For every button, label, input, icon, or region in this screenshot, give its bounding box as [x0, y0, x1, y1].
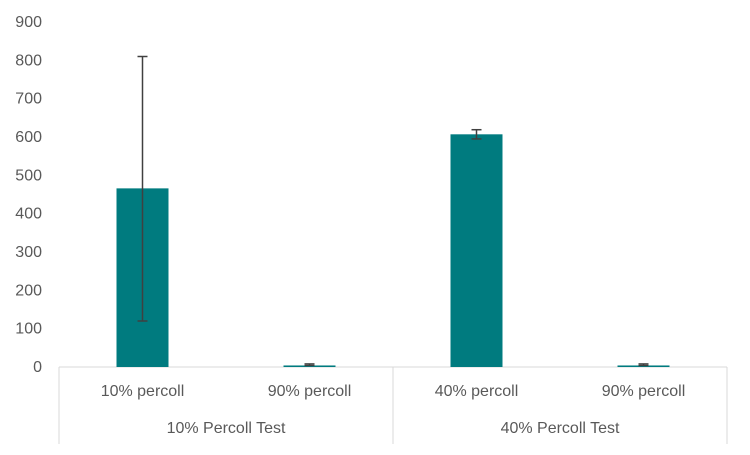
- group-label: 40% Percoll Test: [501, 420, 620, 437]
- y-tick-label: 300: [15, 244, 42, 261]
- y-tick-label: 500: [15, 167, 42, 184]
- category-label: 90% percoll: [602, 383, 686, 400]
- y-tick-label: 600: [15, 129, 42, 146]
- y-tick-label: 800: [15, 52, 42, 69]
- y-tick-label: 400: [15, 206, 42, 223]
- group-label: 10% Percoll Test: [167, 420, 286, 437]
- category-label: 40% percoll: [435, 383, 519, 400]
- y-tick-label: 0: [33, 359, 42, 376]
- bar: [450, 134, 503, 367]
- category-label: 10% percoll: [101, 383, 185, 400]
- y-tick-label: 100: [15, 321, 42, 338]
- bar: [283, 365, 336, 367]
- bar: [617, 365, 670, 367]
- y-tick-label: 200: [15, 282, 42, 299]
- category-label: 90% percoll: [268, 383, 352, 400]
- y-tick-label: 700: [15, 91, 42, 108]
- y-tick-label: 900: [15, 14, 42, 31]
